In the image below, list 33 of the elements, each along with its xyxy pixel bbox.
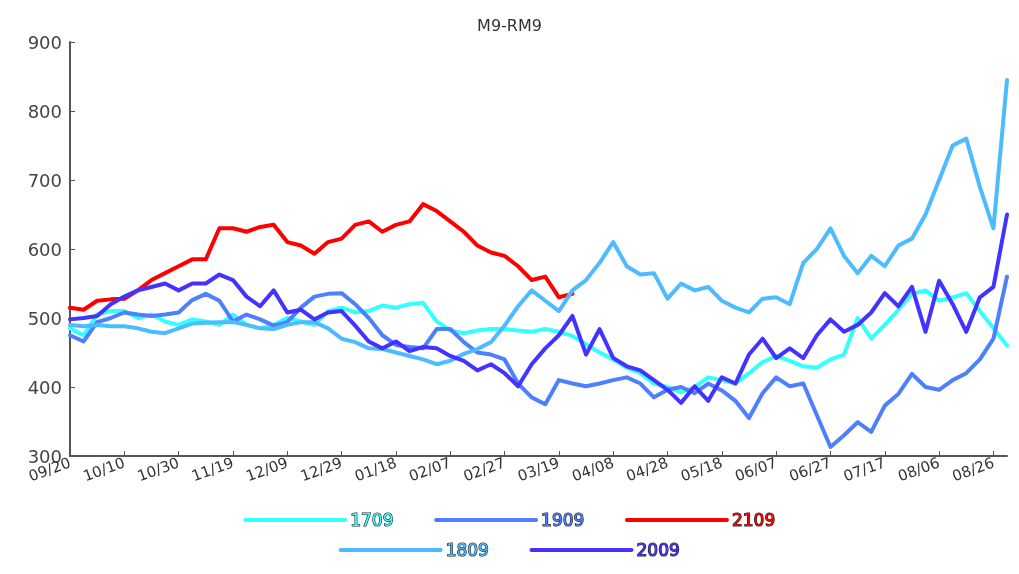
y-tick-label: 400 bbox=[27, 376, 62, 398]
line-series bbox=[68, 77, 1009, 367]
x-tick-label: 05/18 bbox=[678, 453, 725, 486]
x-tick-label: 08/26 bbox=[949, 453, 997, 486]
text: 2009 bbox=[636, 539, 680, 560]
y-tick-label: 700 bbox=[27, 169, 62, 191]
y-tick-label: 800 bbox=[27, 100, 62, 122]
x-tick-label: 07/17 bbox=[841, 453, 888, 486]
x-tick-label: 11/19 bbox=[189, 453, 237, 486]
x-tick-label: 10/10 bbox=[80, 453, 128, 486]
x-tick-label: 03/19 bbox=[515, 453, 562, 486]
text: 1809 bbox=[445, 539, 489, 560]
text: 1909 bbox=[541, 509, 585, 530]
text: 2109 bbox=[731, 509, 776, 530]
y-tick-label: 900 bbox=[27, 31, 62, 53]
x-tick-label: 10/30 bbox=[134, 453, 182, 486]
y-tick-label: 600 bbox=[27, 238, 62, 260]
x-tick-label: 12/29 bbox=[297, 453, 345, 486]
x-tick-label: 04/28 bbox=[623, 453, 671, 486]
line-series bbox=[68, 212, 1009, 405]
x-tick-label: 06/07 bbox=[732, 453, 780, 486]
y-tick-label: 500 bbox=[27, 307, 62, 329]
x-tick-label: 08/06 bbox=[895, 453, 943, 486]
x-tick-label: 12/09 bbox=[243, 453, 291, 486]
x-tick-label: 06/27 bbox=[786, 453, 834, 486]
line-series bbox=[68, 274, 1009, 450]
x-tick-label: 01/18 bbox=[352, 453, 399, 486]
text: 1709 bbox=[350, 509, 394, 530]
line-series bbox=[68, 202, 575, 312]
x-tick-label: 02/07 bbox=[406, 453, 454, 486]
x-tick-label: 02/27 bbox=[460, 453, 508, 486]
x-tick-label: 04/08 bbox=[569, 453, 617, 486]
chart-title: M9-RM9 bbox=[477, 15, 542, 35]
